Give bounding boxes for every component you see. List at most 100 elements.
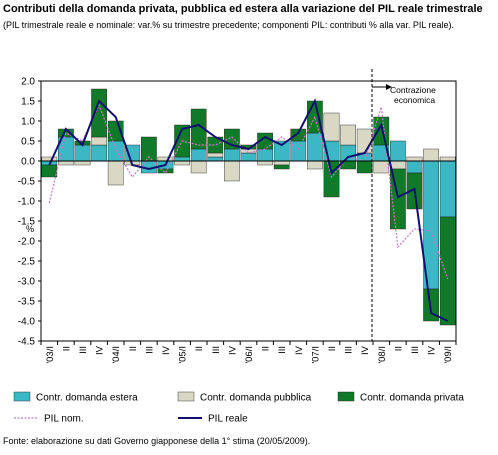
bar	[257, 160, 273, 166]
x-tick-label: III	[211, 346, 222, 354]
annotation-text-1: Contrazione	[390, 85, 436, 95]
bar	[41, 156, 58, 162]
y-tick-label: -2.5	[18, 257, 36, 268]
bar	[41, 164, 58, 178]
chart-lines	[48, 98, 449, 322]
bar	[157, 156, 174, 162]
y-tick-label: 1.5	[21, 97, 35, 108]
x-tick-label: '03/I	[45, 346, 56, 364]
bar	[356, 160, 373, 174]
x-tick-label: III	[277, 346, 288, 354]
x-tick-label: '04/I	[111, 346, 122, 364]
bar	[323, 160, 340, 198]
y-tick-label: -4.5	[18, 337, 36, 348]
bar	[390, 140, 406, 162]
x-tick-label: II	[61, 346, 72, 351]
legend-label: PIL reale	[208, 414, 248, 425]
x-tick-label: '05/I	[178, 346, 189, 364]
legend-label: Contr. domanda estera	[36, 393, 138, 404]
x-tick-label: II	[327, 346, 338, 351]
bar	[74, 160, 91, 166]
bar	[91, 144, 107, 162]
bar	[174, 160, 190, 166]
y-tick-label: -0.5	[18, 177, 36, 188]
y-tick-label: 2.0	[21, 77, 35, 88]
legend-swatch	[337, 391, 355, 402]
y-axis-label: %	[26, 224, 34, 234]
series-line-pil-reale	[48, 98, 449, 322]
bar	[323, 112, 340, 142]
bar	[91, 88, 107, 138]
x-tick-label: IV	[294, 345, 305, 355]
bar	[273, 160, 290, 166]
bar	[307, 160, 323, 170]
x-tick-label: II	[261, 346, 272, 351]
source-note: Fonte: elaborazione su dati Governo giap…	[3, 436, 311, 446]
bar	[58, 160, 74, 166]
bar	[224, 160, 240, 182]
bar	[174, 156, 190, 162]
x-tick-label: '08/I	[377, 346, 388, 364]
bar	[290, 140, 307, 162]
bar	[257, 148, 273, 162]
annotation-text-2: economica	[394, 95, 435, 105]
bar	[107, 160, 124, 186]
chart-subtitle: (PIL trimestrale reale e nominale: var.%…	[3, 20, 455, 30]
bar	[190, 160, 207, 174]
bar	[224, 148, 240, 162]
bar	[439, 156, 456, 162]
y-tick-label: -3.0	[18, 277, 36, 288]
chart-legend: Contr. domanda estera Contr. domanda pubb…	[13, 391, 464, 425]
x-tick-label: '07/I	[310, 346, 321, 364]
bar	[207, 152, 224, 158]
legend-label: Contr. domanda privata	[360, 393, 464, 404]
bar	[107, 140, 124, 162]
y-tick-label: 0.0	[21, 157, 35, 168]
x-tick-label: III	[78, 346, 89, 354]
bar	[423, 288, 439, 322]
legend-label: Contr. domanda pubblica	[200, 393, 312, 404]
bar	[190, 148, 207, 162]
y-tick-label: 0.5	[21, 137, 35, 148]
y-tick-label: -1.0	[18, 197, 36, 208]
bar	[340, 124, 356, 146]
bar	[356, 128, 373, 154]
x-tick-label: IV	[427, 345, 438, 355]
bar	[273, 164, 290, 170]
x-tick-label: '06/I	[244, 346, 255, 364]
bar	[240, 152, 257, 162]
bar	[207, 156, 224, 162]
bar	[74, 144, 91, 162]
legend-swatch	[13, 391, 31, 402]
bar	[373, 116, 390, 146]
x-tick-label: IV	[227, 345, 238, 355]
y-tick-label: -1.5	[18, 217, 36, 228]
x-tick-label: II	[194, 346, 205, 351]
x-tick-label: III	[144, 346, 155, 354]
x-tick-label: IV	[95, 345, 106, 355]
chart-title: Contributi della domanda privata, pubbli…	[3, 3, 483, 15]
x-tick-label: II	[128, 346, 139, 351]
bar	[406, 160, 423, 174]
y-tick-label: -2.0	[18, 237, 36, 248]
legend-label: PIL nom.	[44, 414, 84, 425]
y-tick-label: -3.5	[18, 297, 36, 308]
bar	[406, 156, 423, 162]
bar	[157, 168, 174, 174]
bar	[373, 160, 390, 174]
bar	[423, 148, 439, 162]
bar	[290, 128, 307, 142]
x-tick-label: '09/I	[443, 346, 454, 364]
bar	[439, 216, 456, 326]
arrow-head	[386, 84, 392, 90]
x-tick-label: III	[410, 346, 421, 354]
bar	[91, 136, 107, 146]
y-tick-label: -4.0	[18, 317, 36, 328]
x-tick-label: IV	[360, 345, 371, 355]
x-tick-label: IV	[161, 345, 172, 355]
bar	[439, 160, 456, 218]
legend-swatch	[177, 391, 195, 402]
bar	[390, 160, 406, 170]
